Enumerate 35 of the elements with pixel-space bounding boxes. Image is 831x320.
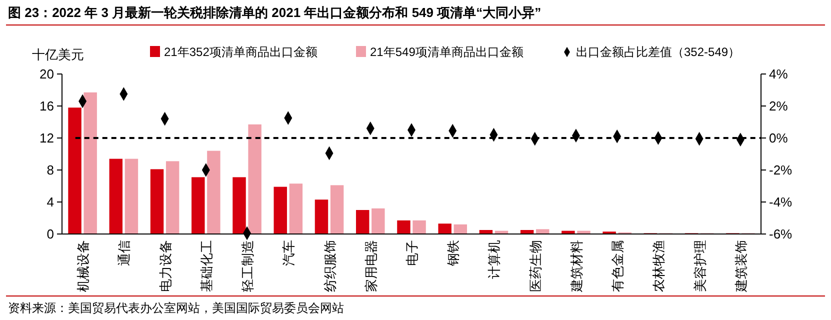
y2-tick-label: 0%: [769, 130, 788, 146]
y-tick-label: 12: [40, 130, 54, 146]
x-tick-label: 有色金属: [610, 240, 626, 292]
x-tick-label: 通信: [116, 240, 132, 266]
y-tick-label: 4: [46, 194, 54, 210]
y2-tick-label: 2%: [769, 98, 788, 114]
x-tick-label: 电子: [404, 240, 420, 266]
y-axis-title: 十亿美元: [32, 47, 84, 62]
x-tick-label: 医药生物: [528, 240, 543, 292]
legend-label: 出口金额占比差值（352-549）: [576, 45, 740, 59]
x-tick-label: 电力设备: [158, 240, 173, 292]
x-tick-label: 农林牧渔: [651, 240, 666, 292]
chart-title: 图 23：2022 年 3 月最新一轮关税排除清单的 2021 年出口金额分布和 549 项清单“大同小异”: [8, 5, 542, 20]
x-tick-label: 美容护理: [692, 240, 708, 292]
legend-label: 21年549项清单商品出口金额: [370, 45, 524, 59]
x-tick-label: 计算机: [486, 240, 502, 279]
y2-tick-label: -6%: [769, 226, 793, 242]
x-tick-label: 机械设备: [76, 240, 91, 292]
x-tick-label: 建筑装饰: [733, 240, 748, 293]
x-tick-label: 钢铁: [446, 240, 461, 267]
y2-tick-label: -4%: [769, 194, 793, 210]
text: 资料来源：美国贸易代表办公室网站，美国国际贸易委员会网站: [8, 301, 344, 315]
x-tick-label: 轻工制造: [240, 240, 256, 292]
x-tick-label: 家用电器: [363, 240, 378, 292]
y2-tick-label: -2%: [769, 162, 793, 178]
x-tick-label: 汽车: [281, 240, 296, 266]
x-tick-label: 基础化工: [198, 240, 214, 292]
y-tick-label: 16: [40, 98, 54, 114]
x-tick-label: 建筑材料: [568, 240, 584, 293]
y-tick-label: 8: [46, 162, 54, 178]
legend-label: 21年352项清单商品出口金额: [164, 45, 318, 59]
x-tick-label: 纺织服饰: [322, 240, 338, 292]
y-tick-label: 20: [40, 66, 54, 82]
y2-tick-label: 4%: [769, 66, 788, 82]
y-tick-label: 0: [46, 226, 54, 242]
